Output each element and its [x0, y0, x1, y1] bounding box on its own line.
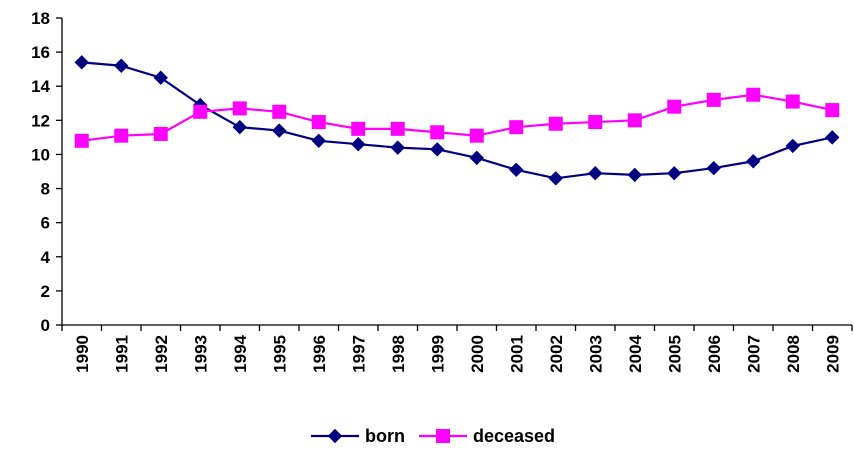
series-deceased — [74, 87, 840, 148]
x-tick-label: 2001 — [507, 335, 526, 373]
data-point-born — [469, 150, 484, 166]
x-tick-label: 2007 — [744, 335, 763, 373]
series-born — [74, 55, 840, 186]
data-point-deceased — [825, 103, 840, 118]
data-point-deceased — [272, 104, 287, 119]
y-tick-label: 16 — [31, 43, 50, 62]
data-point-deceased — [232, 101, 247, 116]
y-tick-label: 2 — [41, 282, 50, 301]
data-point-deceased — [509, 120, 524, 135]
data-point-deceased — [469, 128, 484, 143]
y-tick-label: 14 — [31, 77, 50, 96]
x-tick-label: 1999 — [428, 335, 447, 373]
data-point-born — [627, 167, 642, 183]
x-tick-label: 1994 — [231, 334, 250, 372]
x-tick-label: 2008 — [784, 335, 803, 373]
x-tick-label: 2003 — [586, 335, 605, 373]
data-point-born — [588, 165, 603, 181]
x-tick-label: 2000 — [468, 335, 487, 373]
data-point-deceased — [785, 94, 800, 109]
data-point-deceased — [351, 121, 366, 136]
x-tick-label: 2009 — [823, 335, 842, 373]
diamond-marker-icon — [327, 428, 343, 444]
axes: 0 2 4 6 8 10 12 14 16 18 1990 1991 1992 1993 1994 1995 1… — [31, 9, 853, 373]
data-point-born — [825, 130, 840, 145]
data-point-deceased — [548, 116, 563, 131]
y-tick-label: 12 — [31, 111, 50, 130]
data-point-born — [232, 119, 247, 135]
x-tick-label: 1997 — [349, 335, 368, 373]
data-point-born — [74, 55, 89, 70]
y-tick-label: 0 — [41, 316, 50, 335]
data-point-deceased — [114, 128, 129, 143]
data-point-deceased — [311, 115, 326, 130]
x-tick-label: 2002 — [547, 335, 566, 373]
data-point-born — [114, 58, 129, 73]
data-point-born — [390, 140, 405, 155]
series-layer — [74, 55, 840, 186]
data-point-born — [311, 133, 326, 149]
legend-item-born: born — [311, 426, 405, 446]
data-point-deceased — [193, 104, 208, 119]
legend-label: born — [365, 426, 405, 446]
y-tick-label: 8 — [41, 180, 50, 199]
series-line-born — [81, 61, 833, 180]
data-point-deceased — [390, 121, 405, 136]
x-tick-label: 1992 — [152, 335, 171, 373]
data-point-born — [667, 165, 682, 181]
data-point-deceased — [746, 87, 761, 102]
x-tick-label: 1995 — [270, 335, 289, 373]
data-point-born — [785, 138, 800, 154]
data-point-born — [746, 154, 761, 169]
y-tick-label: 4 — [41, 248, 51, 267]
data-point-deceased — [153, 126, 168, 141]
x-tick-label: 1998 — [389, 335, 408, 373]
x-tick-label: 2004 — [626, 334, 645, 372]
data-point-born — [272, 123, 287, 138]
data-point-deceased — [667, 99, 682, 114]
y-tick-label: 6 — [41, 214, 50, 233]
data-point-deceased — [430, 125, 445, 140]
legend-item-deceased: deceased — [419, 426, 555, 446]
x-tick-label: 1996 — [310, 335, 329, 373]
data-point-deceased — [74, 133, 89, 148]
x-tick-label: 2006 — [705, 335, 724, 373]
x-tick-label: 1991 — [112, 335, 131, 373]
legend: born deceased — [311, 426, 555, 446]
x-tick-label: 1990 — [73, 335, 92, 373]
data-point-born — [351, 137, 366, 152]
data-point-deceased — [588, 115, 603, 130]
y-tick-label: 10 — [31, 145, 50, 164]
data-point-born — [509, 162, 524, 178]
square-marker-icon — [436, 429, 450, 443]
x-tick-label: 2005 — [665, 335, 684, 373]
data-point-born — [153, 70, 168, 85]
legend-label: deceased — [473, 426, 555, 446]
x-tick-label: 1993 — [191, 335, 210, 373]
y-tick-label: 18 — [31, 9, 50, 28]
data-point-born — [706, 160, 721, 176]
data-point-born — [548, 171, 563, 186]
data-point-deceased — [627, 113, 642, 128]
data-point-deceased — [706, 92, 721, 107]
data-point-born — [430, 142, 445, 157]
